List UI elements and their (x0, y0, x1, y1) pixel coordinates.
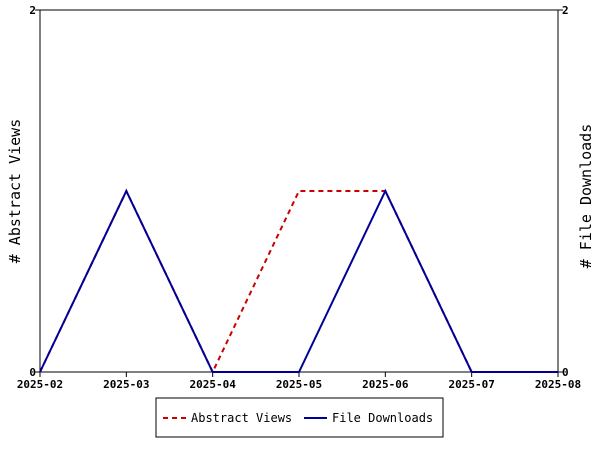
legend-box (155, 397, 444, 438)
x-tick-label-2025-08: 2025-08 (535, 378, 581, 391)
y-left-tick-label-0: 0 (29, 366, 36, 379)
series-layer (39, 188, 558, 375)
y-axis-right-title: # File Downloads (577, 124, 595, 269)
y-axis-left: 02 (29, 4, 40, 379)
series-line-file-downloads (39, 188, 558, 373)
y-axis-left-title: # Abstract Views (6, 119, 24, 264)
y-right-tick-label-2: 2 (562, 4, 569, 17)
x-tick-label-2025-07: 2025-07 (448, 378, 494, 391)
y-axis-right: 02 (558, 4, 569, 379)
x-tick-label-2025-03: 2025-03 (103, 378, 149, 391)
x-tick-label-2025-02: 2025-02 (17, 378, 63, 391)
x-axis: 2025-02 2025-03 2025-04 2025-05 2025-06 2025-… (17, 372, 581, 391)
legend-label-file-downloads: File Downloads (332, 411, 433, 425)
legend-label-abstract-views: Abstract Views (191, 411, 292, 425)
y-left-tick-label-2: 2 (29, 4, 36, 17)
x-tick-label-2025-05: 2025-05 (276, 378, 322, 391)
y-right-tick-label-0: 0 (562, 366, 569, 379)
x-tick-label-2025-04: 2025-04 (189, 378, 236, 391)
x-tick-label-2025-06: 2025-06 (362, 378, 409, 391)
legend: Abstract Views File Downloads (155, 397, 444, 438)
plot-area (39, 9, 559, 373)
